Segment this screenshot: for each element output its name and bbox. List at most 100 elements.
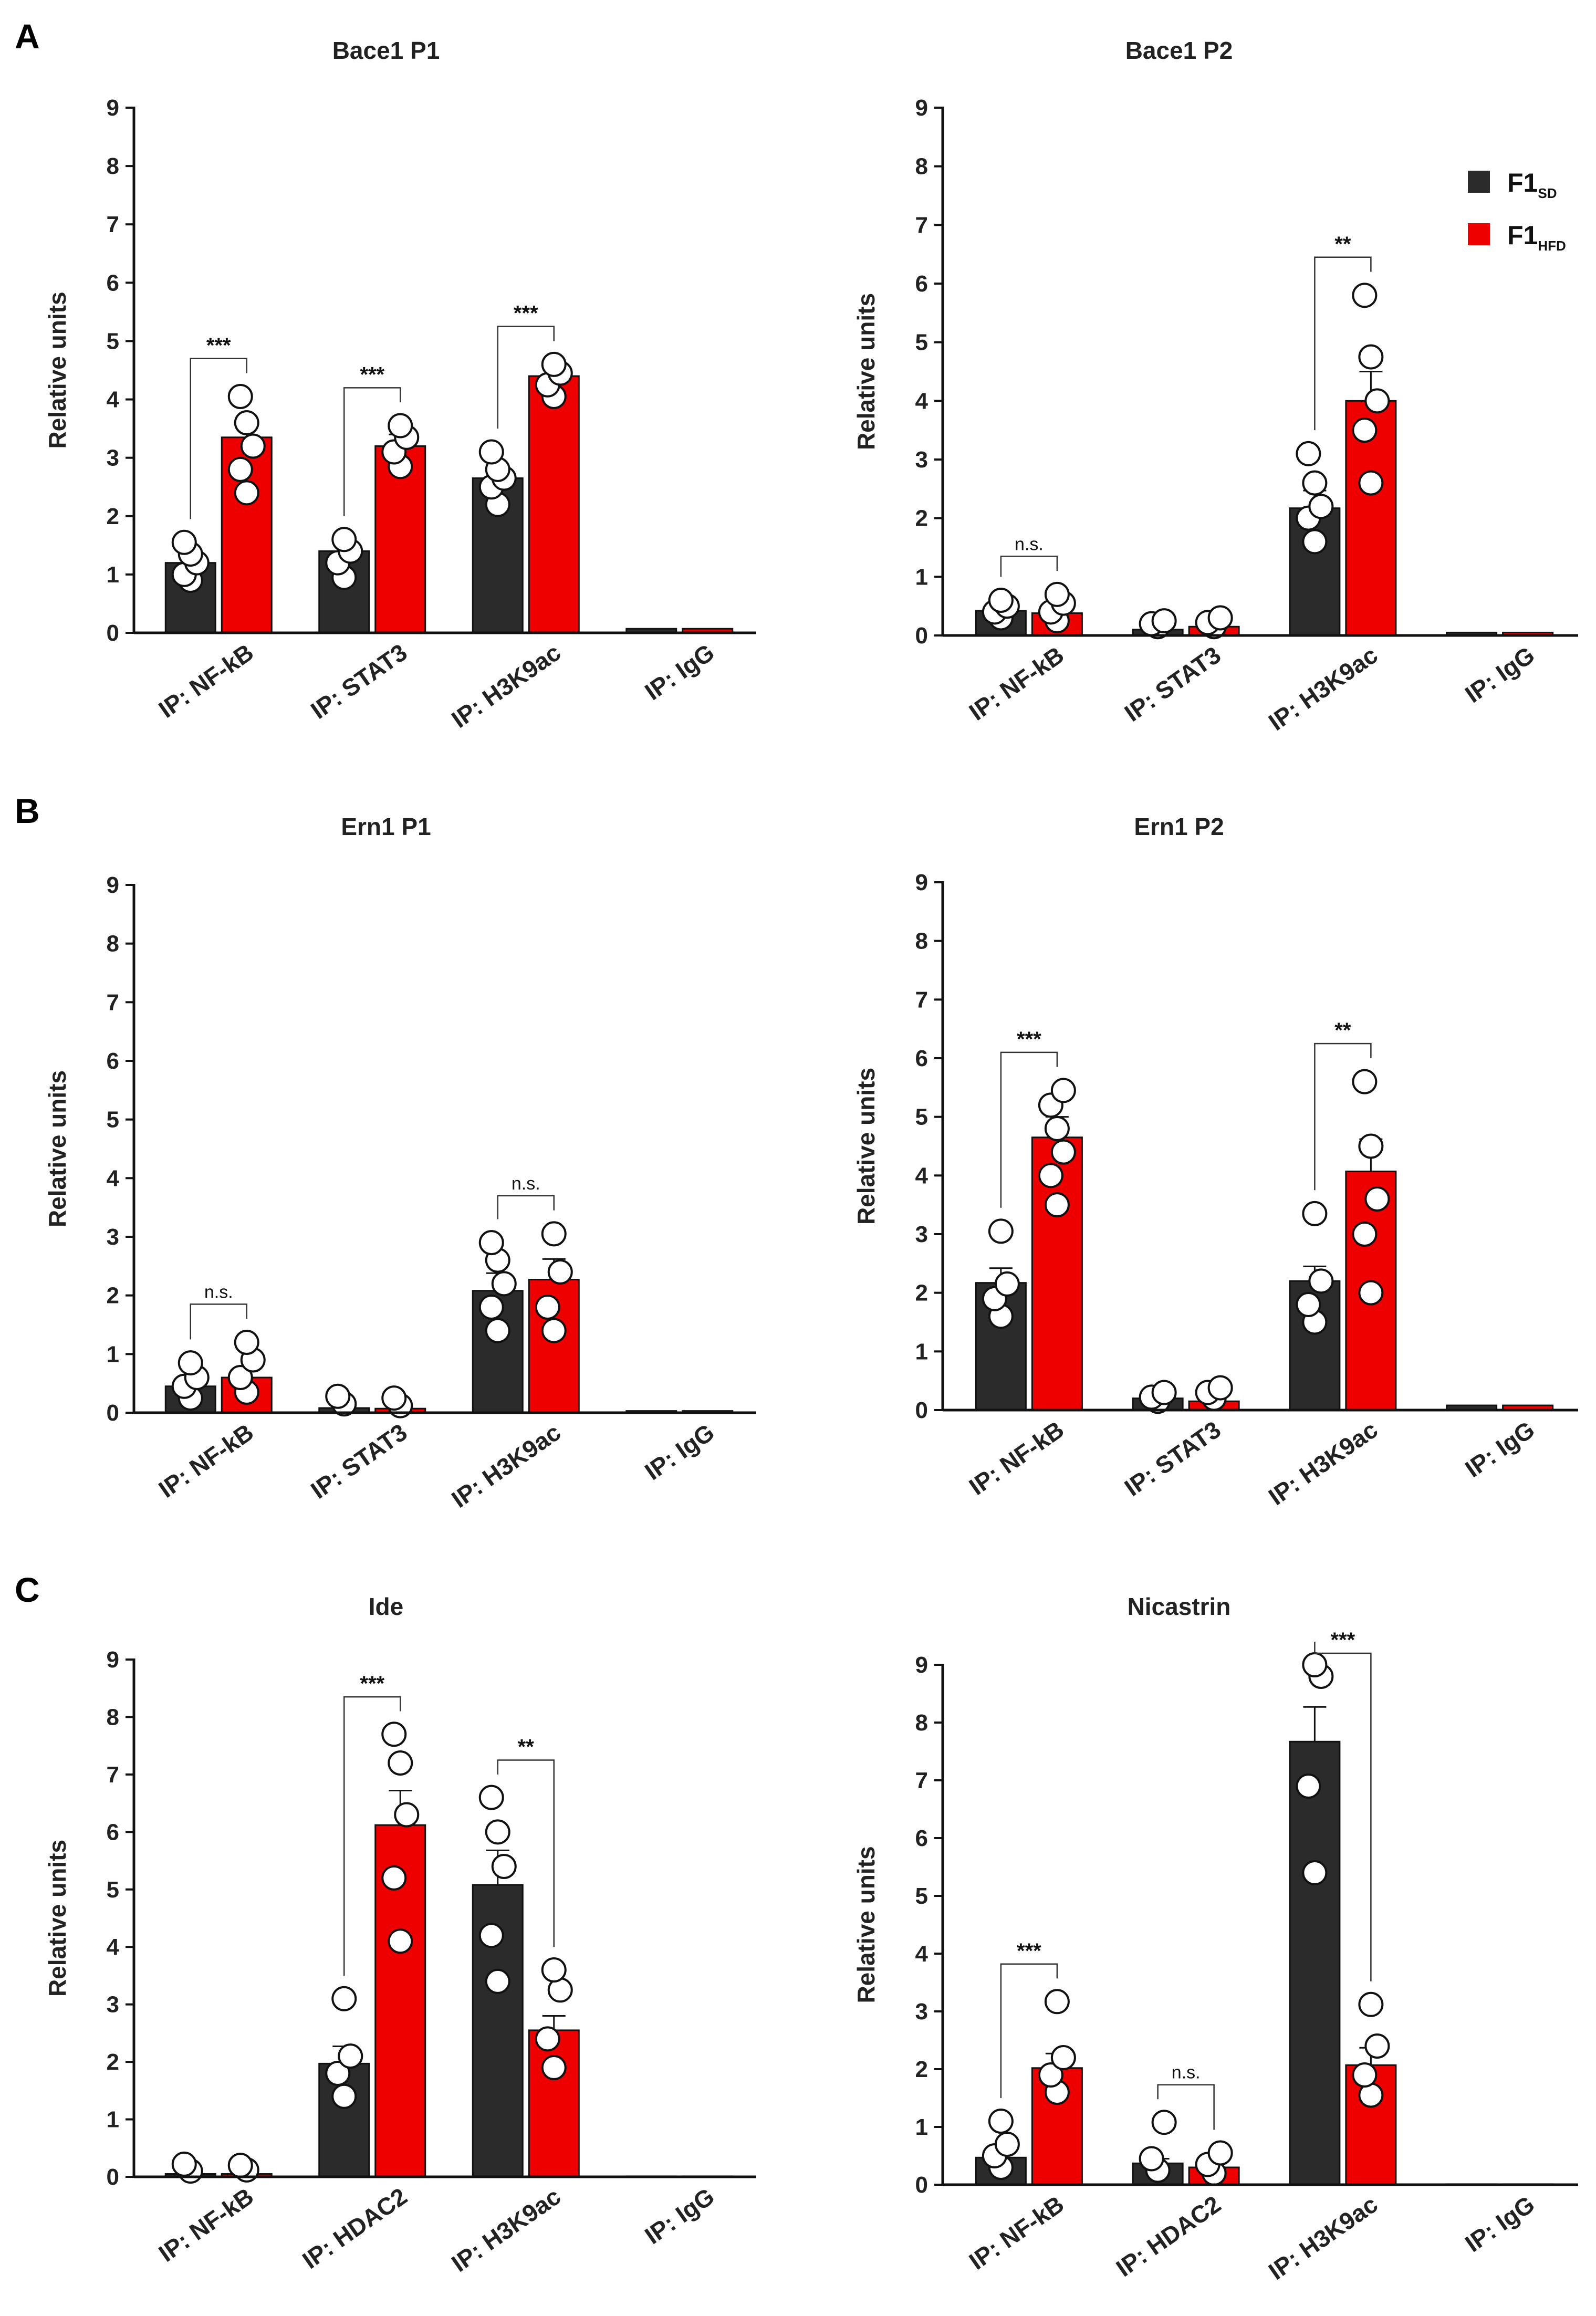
y-tick-label: 5: [915, 1883, 928, 1909]
y-tick-label: 6: [915, 1825, 928, 1851]
significance-label: n.s.: [512, 1174, 540, 1194]
y-tick-label: 6: [915, 1046, 928, 1071]
y-tick-label: 7: [107, 212, 119, 237]
y-tick-label: 8: [915, 929, 928, 954]
significance-label: n.s.: [1172, 2063, 1201, 2083]
data-point: [994, 2132, 1020, 2157]
y-tick-label: 9: [107, 872, 119, 898]
significance-bracket: [190, 1303, 247, 1340]
y-tick-label: 4: [915, 1941, 929, 1967]
data-point: [541, 1957, 567, 1983]
data-point: [1207, 1375, 1233, 1401]
data-point: [541, 1221, 567, 1247]
y-axis-label: Relative units: [44, 1070, 71, 1227]
data-point: [535, 1295, 560, 1320]
data-point: [234, 1330, 259, 1355]
x-tick-label: IP: IgG: [640, 1418, 719, 1486]
data-point: [1296, 1292, 1321, 1317]
y-axis-label: Relative units: [44, 291, 71, 448]
y-tick-label: 6: [107, 1819, 119, 1845]
x-tick-label: IP: H3K9ac: [446, 639, 566, 733]
data-point: [478, 439, 504, 465]
data-point: [1302, 1201, 1328, 1226]
legend-label-sub: SD: [1538, 185, 1557, 201]
y-tick-label: 6: [107, 1048, 119, 1074]
data-point: [1139, 2146, 1164, 2172]
y-tick-label: 3: [107, 445, 119, 471]
x-tick-label: IP: NF-kB: [964, 1416, 1069, 1500]
y-tick-label: 0: [107, 1400, 119, 1426]
data-point: [478, 1230, 504, 1256]
data-point: [988, 1218, 1014, 1244]
x-tick-label: IP: HDAC2: [297, 2183, 412, 2275]
data-point: [1352, 283, 1378, 308]
significance-bracket: [497, 1195, 555, 1219]
data-point: [1050, 1139, 1076, 1165]
y-tick-label: 8: [915, 154, 928, 180]
data-point: [171, 529, 197, 555]
significance-bracket: [1000, 556, 1058, 577]
data-point: [1151, 608, 1177, 634]
data-point: [338, 2043, 363, 2069]
panel-letter: C: [15, 1570, 40, 1609]
data-point: [491, 1271, 517, 1297]
y-tick-label: 8: [107, 153, 119, 179]
data-point: [485, 1819, 510, 1845]
y-tick-label: 8: [107, 1704, 119, 1730]
data-point: [227, 2153, 253, 2178]
data-point: [1352, 1069, 1378, 1094]
x-tick-label: IP: STAT3: [1120, 641, 1226, 727]
significance-bracket: [190, 358, 247, 519]
data-point: [1151, 2110, 1177, 2135]
significance-label: ***: [1017, 1939, 1041, 1963]
legend-label: F1SD: [1507, 168, 1557, 201]
significance-bracket: [1000, 1051, 1058, 1208]
x-tick-label: IP: NF-kB: [154, 2183, 258, 2267]
x-tick-label: IP: H3K9ac: [446, 2183, 566, 2277]
y-tick-label: 2: [107, 1283, 119, 1309]
chart-title: Ern1 P2: [1134, 813, 1224, 840]
data-point: [1358, 1133, 1384, 1159]
significance-label: **: [1334, 1019, 1351, 1042]
y-tick-label: 7: [915, 987, 928, 1013]
y-tick-label: 1: [915, 564, 928, 590]
x-tick-label: IP: H3K9ac: [446, 1418, 566, 1513]
y-tick-label: 5: [107, 328, 119, 354]
data-point: [994, 1271, 1020, 1297]
y-tick-label: 2: [915, 2057, 928, 2082]
data-point: [1151, 1380, 1177, 1405]
chart-panel: A Bace1 P1 Relative units *** *** *** 0 1 2 3 4 5 6 7…: [15, 17, 756, 733]
y-tick-label: 4: [915, 388, 929, 414]
data-point: [1302, 1860, 1328, 1885]
data-point: [331, 527, 357, 552]
data-point: [1358, 470, 1384, 496]
x-tick-label: IP: STAT3: [306, 639, 412, 724]
significance-label: n.s.: [1015, 534, 1044, 554]
data-point: [541, 2055, 567, 2081]
data-point: [227, 1365, 253, 1390]
chart-title: Ide: [369, 1593, 403, 1620]
y-tick-label: 3: [915, 1999, 928, 2025]
legend-label-main: F1: [1507, 221, 1538, 250]
legend-label-main: F1: [1507, 168, 1538, 197]
data-point: [1364, 388, 1390, 414]
y-tick-label: 3: [915, 447, 928, 473]
y-tick-label: 9: [915, 870, 928, 895]
data-point: [485, 1968, 510, 1994]
data-point: [381, 1385, 407, 1411]
data-point: [1207, 2140, 1233, 2166]
chart-panel: Bace1 P2 Relative units n.s. ** 0 1 2 3 4 5 6 7 8 9 IP…: [852, 37, 1578, 736]
data-point: [234, 480, 259, 506]
significance-bracket: [343, 1696, 401, 1976]
chart-title: Bace1 P1: [332, 37, 440, 64]
data-point: [1038, 2062, 1063, 2088]
data-point: [478, 1295, 504, 1320]
y-tick-label: 7: [915, 212, 928, 238]
legend-swatch: [1468, 223, 1490, 245]
data-point: [1352, 2062, 1378, 2088]
y-tick-label: 7: [915, 1768, 928, 1793]
data-point: [1302, 529, 1328, 555]
data-point: [240, 433, 266, 459]
x-tick-label: IP: H3K9ac: [1264, 1416, 1383, 1510]
